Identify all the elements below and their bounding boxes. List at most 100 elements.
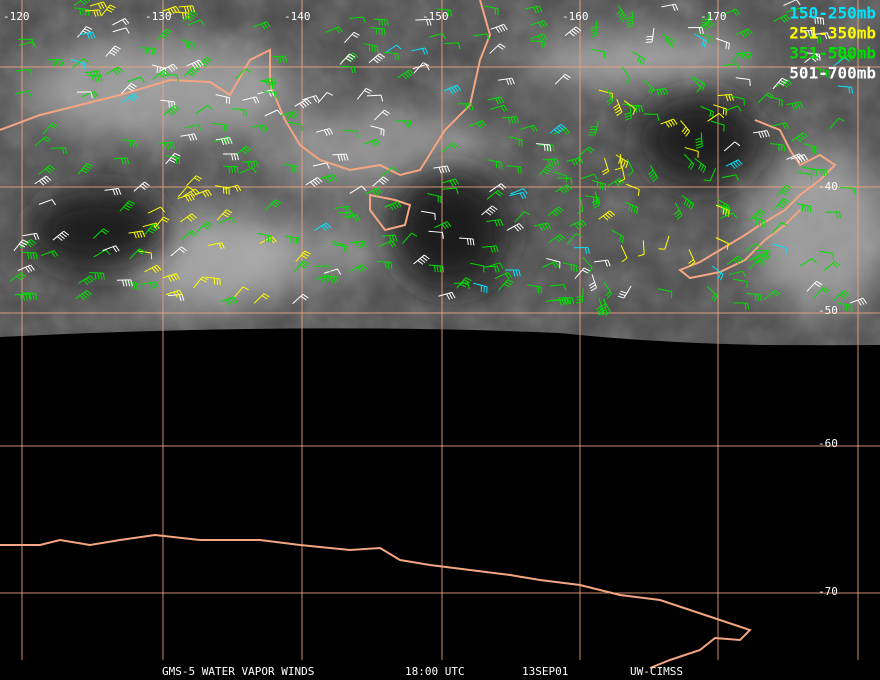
barb-flag — [404, 120, 407, 128]
barb-shaft — [709, 167, 717, 182]
barb-flag — [442, 33, 447, 40]
barb-flag — [193, 133, 198, 140]
barb-flag — [757, 261, 764, 266]
barb-flag — [533, 124, 538, 132]
wind-barb — [343, 129, 359, 138]
wind-barb — [473, 33, 490, 41]
barb-flag — [778, 144, 780, 151]
barb-flag — [811, 258, 817, 264]
barb-flag — [191, 213, 197, 219]
wind-barb — [344, 31, 360, 44]
barb-flag — [60, 59, 64, 66]
barb-shaft — [19, 41, 33, 46]
barb-flag — [779, 202, 786, 207]
wind-barb — [264, 109, 282, 117]
barb-flag — [540, 34, 545, 41]
barb-flag — [639, 57, 643, 64]
wind-barb — [729, 270, 747, 278]
barb-flag — [702, 83, 706, 91]
barb-flag — [563, 129, 568, 136]
barb-flag — [277, 109, 282, 116]
wind-barb — [350, 240, 367, 249]
barb-flag — [27, 265, 33, 272]
barb-flag — [848, 86, 851, 94]
barb-flag — [178, 289, 184, 296]
barb-flag — [397, 53, 400, 60]
wind-barb — [735, 77, 751, 86]
barb-flag — [140, 76, 145, 84]
barb-flag — [449, 180, 454, 187]
barb-flag — [310, 181, 316, 187]
barb-flag — [325, 176, 330, 183]
barb-flag — [607, 212, 613, 218]
barb-flag — [22, 294, 26, 301]
barb-flag — [337, 268, 342, 275]
barb-flag — [782, 123, 787, 130]
barb-flag — [825, 169, 828, 177]
barb-flag — [186, 216, 193, 222]
barb-flag — [740, 31, 746, 38]
barb-flag — [795, 137, 802, 143]
barb-flag — [175, 273, 180, 280]
barb-flag — [725, 209, 728, 216]
barb-flag — [204, 58, 211, 63]
barb-flag — [218, 243, 223, 250]
wind-barb — [441, 178, 460, 187]
barb-flag — [375, 56, 381, 62]
wind-barb — [271, 55, 288, 63]
wind-barb — [813, 287, 830, 298]
barb-flag — [236, 153, 240, 161]
wind-barb — [239, 167, 257, 174]
barb-flag — [52, 59, 56, 67]
wind-barb — [595, 298, 604, 316]
wind-barb — [580, 173, 598, 180]
barb-flag — [245, 109, 247, 117]
wind-barb — [22, 232, 40, 241]
wind-barb — [483, 265, 500, 273]
barb-flag — [190, 191, 196, 197]
wind-barb — [112, 27, 130, 34]
barb-shaft — [366, 94, 382, 97]
barb-flag — [583, 267, 591, 272]
barb-flag — [86, 290, 92, 296]
wind-barb — [749, 209, 766, 221]
wind-barb — [613, 98, 623, 117]
barb-flag — [384, 261, 387, 269]
barb-flag — [667, 38, 671, 45]
barb-flag — [448, 88, 454, 95]
barb-flag — [743, 52, 747, 60]
barb-flag — [500, 25, 506, 32]
barb-flag — [695, 143, 703, 146]
barb-flag — [32, 293, 35, 300]
barb-flag — [326, 91, 333, 96]
barb-flag — [548, 164, 555, 168]
barb-flag — [487, 209, 494, 214]
wind-barb — [180, 213, 197, 223]
wind-barb — [165, 289, 184, 298]
wind-barb — [510, 188, 528, 195]
wind-barb — [624, 104, 632, 121]
barb-flag — [439, 265, 442, 273]
barb-flag — [695, 145, 703, 149]
barb-flag — [516, 224, 522, 231]
barb-shaft — [343, 129, 358, 132]
barb-flag — [736, 63, 741, 70]
wind-barb — [365, 187, 383, 196]
wind-barb — [370, 125, 385, 136]
barb-flag — [117, 188, 122, 195]
wind-barb — [415, 18, 432, 26]
barb-flag — [271, 236, 277, 243]
wind-barb — [660, 118, 678, 128]
barb-flag — [131, 140, 135, 147]
wind-barb — [823, 261, 840, 272]
barb-flag — [103, 228, 110, 233]
barb-flag — [499, 262, 504, 269]
barb-shaft — [514, 211, 525, 223]
barb-flag — [687, 162, 693, 168]
barb-flag — [571, 29, 577, 35]
wind-barb — [180, 133, 198, 141]
barb-flag — [109, 51, 116, 56]
barb-flag — [319, 277, 325, 284]
barb-flag — [301, 254, 308, 259]
barb-shaft — [549, 284, 565, 287]
